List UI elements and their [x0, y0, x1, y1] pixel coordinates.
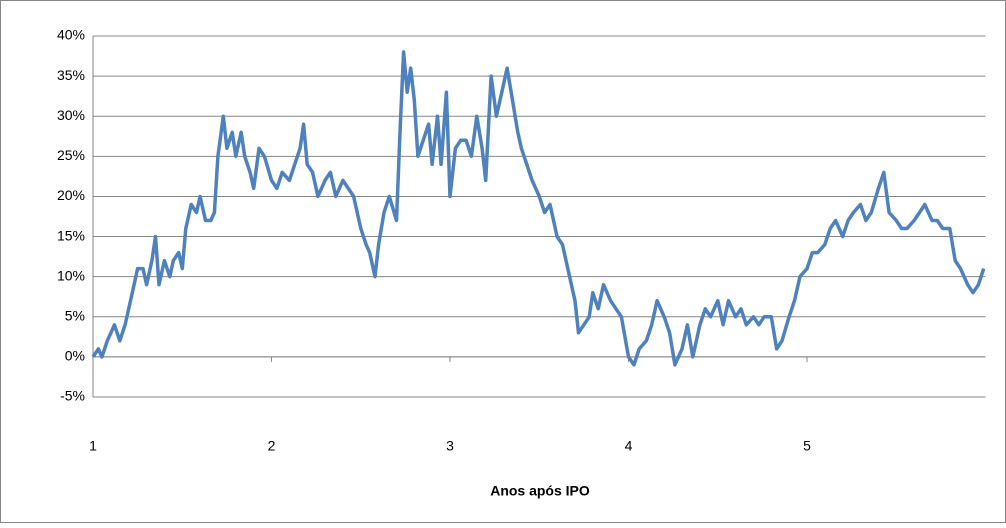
x-tick-label: 2 [268, 438, 276, 454]
y-tick-label: 10% [57, 267, 85, 283]
x-tick-label: 4 [625, 438, 633, 454]
data-line [91, 50, 986, 367]
y-tick-label: -5% [60, 388, 85, 404]
y-tick-label: 30% [57, 107, 85, 123]
x-tick-label: 1 [89, 438, 97, 454]
x-tick-label: 3 [446, 438, 454, 454]
x-tick-label: 5 [803, 438, 811, 454]
y-tick-label: 20% [57, 187, 85, 203]
x-axis-title: Anos após IPO [490, 483, 590, 499]
y-tick-label: 5% [65, 307, 85, 323]
y-tick-label: 15% [57, 227, 85, 243]
y-tick-label: 25% [57, 147, 85, 163]
y-tick-label: 35% [57, 67, 85, 83]
y-tick-label: 0% [65, 348, 85, 364]
y-tick-label: 40% [57, 27, 85, 43]
